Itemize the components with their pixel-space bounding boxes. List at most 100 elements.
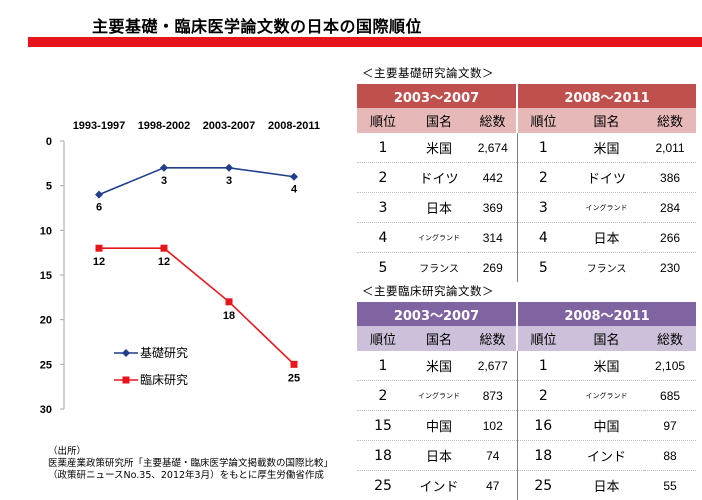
country-cell: フランス bbox=[409, 253, 469, 283]
rank-cell: 3 bbox=[517, 193, 569, 223]
rank-cell: 16 bbox=[517, 411, 569, 441]
country-cell: フランス bbox=[569, 253, 644, 283]
x-category-label: 2003-2007 bbox=[203, 120, 256, 132]
rank-cell: 18 bbox=[357, 441, 409, 471]
y-tick-label: 20 bbox=[40, 315, 52, 327]
total-cell: 2,674 bbox=[469, 133, 517, 163]
data-label: 12 bbox=[158, 256, 170, 268]
total-cell: 873 bbox=[469, 381, 517, 411]
rank-cell: 3 bbox=[357, 193, 409, 223]
country-cell: 中国 bbox=[409, 411, 469, 441]
column-header: 順位 bbox=[517, 108, 569, 133]
period-header: 2003〜2007 bbox=[357, 84, 517, 108]
y-tick-label: 30 bbox=[40, 404, 52, 416]
series-line-basic bbox=[99, 168, 294, 195]
column-header: 総数 bbox=[469, 326, 517, 351]
data-point-square bbox=[96, 245, 103, 252]
total-cell: 269 bbox=[469, 253, 517, 283]
rank-cell: 1 bbox=[517, 133, 569, 163]
data-label: 3 bbox=[226, 175, 232, 187]
x-category-label: 1993-1997 bbox=[73, 120, 126, 132]
data-label: 12 bbox=[93, 256, 105, 268]
y-tick-label: 5 bbox=[46, 181, 52, 193]
data-label: 25 bbox=[288, 372, 300, 384]
country-cell: 米国 bbox=[569, 133, 644, 163]
column-header: 国名 bbox=[409, 108, 469, 133]
country-cell: 日本 bbox=[409, 193, 469, 223]
rank-cell: 2 bbox=[517, 381, 569, 411]
y-tick-label: 10 bbox=[40, 225, 52, 237]
country-cell: 米国 bbox=[409, 133, 469, 163]
total-cell: 386 bbox=[644, 163, 696, 193]
country-cell: 日本 bbox=[409, 441, 469, 471]
country-cell: 米国 bbox=[409, 351, 469, 381]
source-note-line: 医薬産業政策研究所「主要基礎・臨床医学論文掲載数の国際比較」 bbox=[48, 458, 333, 470]
data-point-square bbox=[161, 245, 168, 252]
y-tick-label: 25 bbox=[40, 359, 52, 371]
total-cell: 314 bbox=[469, 223, 517, 253]
source-note-line: （出所） bbox=[48, 446, 333, 458]
total-cell: 685 bbox=[644, 381, 696, 411]
basic-table-caption: ＜主要基礎研究論文数＞ bbox=[362, 65, 494, 81]
total-cell: 2,677 bbox=[469, 351, 517, 381]
column-header-row: 順位国名総数順位国名総数 bbox=[357, 326, 696, 351]
total-cell: 97 bbox=[644, 411, 696, 441]
legend-label: 臨床研究 bbox=[140, 372, 188, 387]
total-cell: 442 bbox=[469, 163, 517, 193]
total-cell: 284 bbox=[644, 193, 696, 223]
rank-cell: 2 bbox=[357, 163, 409, 193]
rank-cell: 2 bbox=[357, 381, 409, 411]
x-category-label: 1998-2002 bbox=[138, 120, 191, 132]
rank-cell: 4 bbox=[357, 223, 409, 253]
column-header-row: 順位国名総数順位国名総数 bbox=[357, 108, 696, 133]
country-cell: 日本 bbox=[569, 223, 644, 253]
clinical-table-caption: ＜主要臨床研究論文数＞ bbox=[362, 283, 494, 299]
country-cell: イングランド bbox=[569, 193, 644, 223]
rank-cell: 1 bbox=[357, 133, 409, 163]
country-cell: ドイツ bbox=[409, 163, 469, 193]
rank-cell: 5 bbox=[517, 253, 569, 283]
data-label: 18 bbox=[223, 310, 235, 322]
total-cell: 230 bbox=[644, 253, 696, 283]
rank-cell: 5 bbox=[357, 253, 409, 283]
source-note-line: （政策研ニュースNo.35、2012年3月）をもとに厚生労働省作成 bbox=[48, 470, 333, 482]
legend-label: 基礎研究 bbox=[140, 345, 188, 360]
rank-cell: 2 bbox=[517, 163, 569, 193]
country-cell: イングランド bbox=[409, 223, 469, 253]
total-cell: 2,105 bbox=[644, 351, 696, 381]
data-label: 4 bbox=[291, 184, 298, 196]
column-header: 国名 bbox=[409, 326, 469, 351]
data-label: 3 bbox=[161, 175, 167, 187]
rank-cell: 18 bbox=[517, 441, 569, 471]
column-header: 順位 bbox=[357, 326, 409, 351]
data-point-diamond bbox=[225, 164, 233, 172]
data-point-diamond bbox=[290, 173, 298, 181]
column-header: 総数 bbox=[644, 108, 696, 133]
column-header: 総数 bbox=[469, 108, 517, 133]
period-header: 2008〜2011 bbox=[517, 302, 696, 326]
data-label: 6 bbox=[96, 202, 102, 214]
legend-marker-diamond bbox=[122, 349, 130, 357]
total-cell: 74 bbox=[469, 441, 517, 471]
column-header: 国名 bbox=[569, 326, 644, 351]
rank-cell: 1 bbox=[357, 351, 409, 381]
country-cell: インド bbox=[569, 441, 644, 471]
column-header: 順位 bbox=[357, 108, 409, 133]
rank-cell: 15 bbox=[357, 411, 409, 441]
data-point-diamond bbox=[160, 164, 168, 172]
country-cell: 中国 bbox=[569, 411, 644, 441]
column-header: 総数 bbox=[644, 326, 696, 351]
source-notes: （出所） 医薬産業政策研究所「主要基礎・臨床医学論文掲載数の国際比較」 （政策研… bbox=[48, 446, 333, 483]
data-point-square bbox=[291, 361, 298, 368]
period-header: 2008〜2011 bbox=[517, 84, 696, 108]
total-cell: 2,011 bbox=[644, 133, 696, 163]
